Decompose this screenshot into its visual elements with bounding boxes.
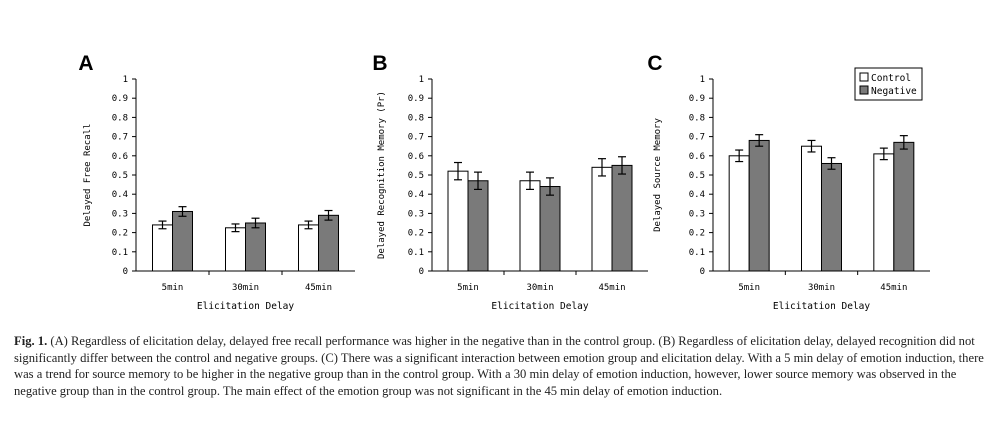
legend-swatch-negative: [859, 85, 869, 95]
x-tick-label: 45min: [880, 283, 907, 293]
x-tick-label: 30min: [232, 283, 259, 293]
bar-negative-30min: [821, 162, 842, 272]
figure-caption: Fig. 1. (A) Regardless of elicitation de…: [14, 333, 994, 399]
bar-control-5min: [728, 155, 750, 272]
y-tick-label: 0.2: [408, 229, 424, 239]
chart-panel-b: B 0 0.1 0.2 0.3 0.4 0.5 0.6 0.7 0.8 0.9 1 Delayed Re…: [372, 52, 648, 312]
y-tick-label: 0.4: [112, 190, 128, 200]
bar-control-30min: [801, 145, 822, 272]
bar-control-45min: [298, 224, 319, 272]
panel-letter: C: [647, 52, 662, 75]
bar-negative-45min: [318, 214, 339, 272]
x-tick-label: 5min: [457, 283, 479, 293]
x-axis-label: Elicitation Delay: [197, 301, 295, 312]
y-tick-label: 0.2: [112, 229, 128, 239]
y-tick-label: 0.8: [112, 113, 128, 123]
bar-negative-5min: [467, 180, 489, 272]
y-tick-label: 0.4: [408, 190, 424, 200]
caption-lead: Fig. 1.: [14, 334, 48, 348]
y-tick-label: 1: [419, 75, 424, 85]
y-tick-label: 0.4: [689, 190, 705, 200]
y-tick-label: 0.1: [689, 248, 705, 258]
legend-label-control: Control: [871, 73, 911, 84]
y-axis-label: Delayed Recognition Memory (Pr): [377, 91, 387, 259]
y-tick-label: 0.6: [689, 152, 705, 162]
x-tick-label: 5min: [738, 283, 760, 293]
y-tick-label: 0.5: [408, 171, 424, 181]
bar-negative-30min: [539, 186, 561, 272]
panel-letter: A: [78, 52, 93, 75]
y-tick-label: 0.1: [408, 248, 424, 258]
y-tick-label: 0.3: [112, 209, 128, 219]
figure-1: A 0 0.1 0.2 0.3 0.4 0.5 0.6 0.7 0.8 0.9 1 Delayed Fr…: [78, 52, 930, 312]
bar-control-30min: [519, 180, 541, 272]
y-tick-label: 0: [700, 267, 705, 277]
y-tick-label: 0.6: [112, 152, 128, 162]
y-tick-label: 0.7: [112, 133, 128, 143]
y-tick-label: 0.9: [408, 94, 424, 104]
y-tick-label: 0.8: [689, 113, 705, 123]
x-tick-label: 30min: [808, 283, 835, 293]
y-tick-label: 0.5: [112, 171, 128, 181]
y-tick-label: 0.3: [689, 209, 705, 219]
bar-negative-45min: [611, 164, 633, 272]
y-axis-label: Delayed Free Recall: [83, 124, 93, 227]
bar-negative-30min: [245, 222, 266, 272]
y-tick-label: 1: [123, 75, 128, 85]
y-tick-label: 0.7: [689, 133, 705, 143]
y-tick-label: 0.6: [408, 152, 424, 162]
legend-label-negative: Negative: [871, 86, 917, 97]
bar-negative-45min: [893, 141, 915, 272]
y-tick-label: 0.5: [689, 171, 705, 181]
panel-letter: B: [372, 52, 387, 75]
x-tick-label: 45min: [305, 283, 332, 293]
x-axis-label: Elicitation Delay: [773, 301, 871, 312]
caption-text: (A) Regardless of elicitation delay, del…: [14, 334, 984, 398]
x-tick-label: 45min: [598, 283, 625, 293]
legend: Control Negative: [854, 67, 923, 101]
y-tick-label: 0: [419, 267, 424, 277]
y-tick-label: 0.9: [689, 94, 705, 104]
x-axis-label: Elicitation Delay: [491, 301, 589, 312]
bar-control-30min: [225, 227, 246, 272]
y-tick-label: 0.9: [112, 94, 128, 104]
legend-swatch-control: [859, 72, 869, 82]
y-tick-label: 0.3: [408, 209, 424, 219]
y-axis-label: Delayed Source Memory: [653, 118, 663, 232]
bar-control-45min: [873, 153, 895, 272]
bar-control-5min: [447, 170, 469, 272]
bar-negative-5min: [172, 210, 193, 272]
bar-control-5min: [152, 224, 173, 272]
y-tick-label: 1: [700, 75, 705, 85]
bar-negative-5min: [748, 139, 770, 272]
chart-panel-a: A 0 0.1 0.2 0.3 0.4 0.5 0.6 0.7 0.8 0.9 1 Delayed Fr…: [78, 52, 355, 312]
y-tick-label: 0.7: [408, 133, 424, 143]
x-tick-label: 5min: [162, 283, 184, 293]
x-tick-label: 30min: [526, 283, 553, 293]
bar-control-45min: [591, 166, 613, 272]
y-tick-label: 0.1: [112, 248, 128, 258]
y-tick-label: 0.8: [408, 113, 424, 123]
y-tick-label: 0.2: [689, 229, 705, 239]
chart-panel-c: C 0 0.1 0.2 0.3 0.4 0.5 0.6 0.7 0.8 0.9 1 Delayed So…: [647, 52, 930, 312]
y-tick-label: 0: [123, 267, 128, 277]
